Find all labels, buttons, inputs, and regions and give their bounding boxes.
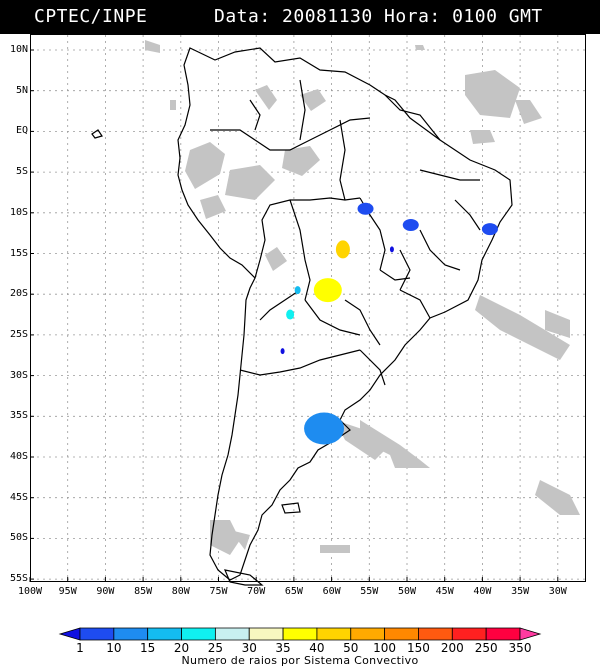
convective-system <box>313 278 342 303</box>
latitude-label: 55S <box>9 573 28 585</box>
legend-value: 250 <box>474 641 498 655</box>
latitude-label: 20S <box>9 288 28 300</box>
longitude-label: 70W <box>247 586 266 597</box>
legend-value: 35 <box>275 641 291 655</box>
colorbar-segment <box>113 627 149 641</box>
latitude-label: 35S <box>9 410 28 422</box>
legend-value: 150 <box>407 641 430 655</box>
convective-system <box>402 219 419 232</box>
legend-value: 350 <box>508 641 532 655</box>
colorbar-segment <box>519 627 542 641</box>
convective-system <box>357 202 374 215</box>
longitude-label: 80W <box>171 586 190 597</box>
latitude-label: 10S <box>9 206 28 218</box>
latitude-label: EQ <box>15 125 28 137</box>
latitude-label: 5S <box>15 166 28 178</box>
colorbar-segment <box>316 627 352 641</box>
legend-value: 1 <box>76 641 84 655</box>
latitude-label: 30S <box>9 369 28 381</box>
longitude-label: 45W <box>435 586 454 597</box>
latitude-label: 45S <box>9 491 28 503</box>
graticule <box>31 35 585 581</box>
legend-value: 30 <box>241 641 257 655</box>
convective-system <box>294 286 301 295</box>
latitude-label: 5N <box>15 84 28 96</box>
latitude-label: 40S <box>9 451 28 462</box>
convective-system <box>335 240 350 259</box>
cloud-cover <box>145 40 580 555</box>
colorbar-segment <box>350 627 386 641</box>
colorbar-segment <box>418 627 453 641</box>
map-header: CPTEC/INPE Data: 20081130 Hora: 0100 GMT <box>0 0 600 34</box>
datetime-label: Data: 20081130 Hora: 0100 GMT <box>214 6 543 27</box>
colorbar-segment <box>485 627 521 641</box>
colorbar-segment <box>147 627 182 641</box>
legend-caption: Numero de raios por Sistema Convectivo <box>181 654 419 667</box>
longitude-label: 60W <box>322 586 341 597</box>
latitude-label: 25S <box>9 328 28 340</box>
longitude-label: 65W <box>284 586 303 597</box>
legend-value: 50 <box>343 641 359 655</box>
longitude-label: 50W <box>397 586 417 597</box>
convective-systems <box>280 202 498 445</box>
longitude-label: 55W <box>360 586 379 597</box>
legend-value: 10 <box>106 641 122 655</box>
colorbar-segment <box>248 627 284 641</box>
convective-system <box>304 412 345 445</box>
convective-system <box>481 223 498 236</box>
colorbar-segment <box>384 627 419 641</box>
legend-value: 200 <box>440 641 464 655</box>
longitude-label: 40W <box>473 586 492 597</box>
longitude-label: 90W <box>96 586 115 597</box>
latitude-label: 50S <box>9 532 28 544</box>
colorbar-segment <box>181 627 216 641</box>
longitude-label: 75W <box>209 586 228 597</box>
colorbar-segment <box>214 627 250 641</box>
colorbar-segment <box>282 627 318 641</box>
legend-value: 20 <box>173 641 190 655</box>
legend-value: 100 <box>373 641 397 655</box>
legend-value: 40 <box>309 641 325 655</box>
longitude-label: 95W <box>58 586 77 597</box>
colorbar-segment <box>79 627 115 641</box>
longitude-label: 85W <box>134 586 153 597</box>
axis-ticks <box>29 49 559 582</box>
source-label: CPTEC/INPE <box>34 6 148 27</box>
legend-value: 15 <box>140 641 156 655</box>
latitude-label: 10N <box>9 44 28 55</box>
colorbar-segment <box>451 627 487 641</box>
longitude-label: 35W <box>511 586 530 597</box>
legend-value: 25 <box>207 641 224 655</box>
convective-system <box>389 246 394 253</box>
latitude-label: 15S <box>9 247 28 259</box>
convective-system <box>280 348 285 355</box>
colorbar <box>58 627 542 641</box>
longitude-label: 100W <box>17 586 43 597</box>
longitude-label: 30W <box>548 586 567 597</box>
colorbar-segment <box>58 627 81 641</box>
convective-system <box>286 309 295 320</box>
continent-outline <box>91 47 513 586</box>
